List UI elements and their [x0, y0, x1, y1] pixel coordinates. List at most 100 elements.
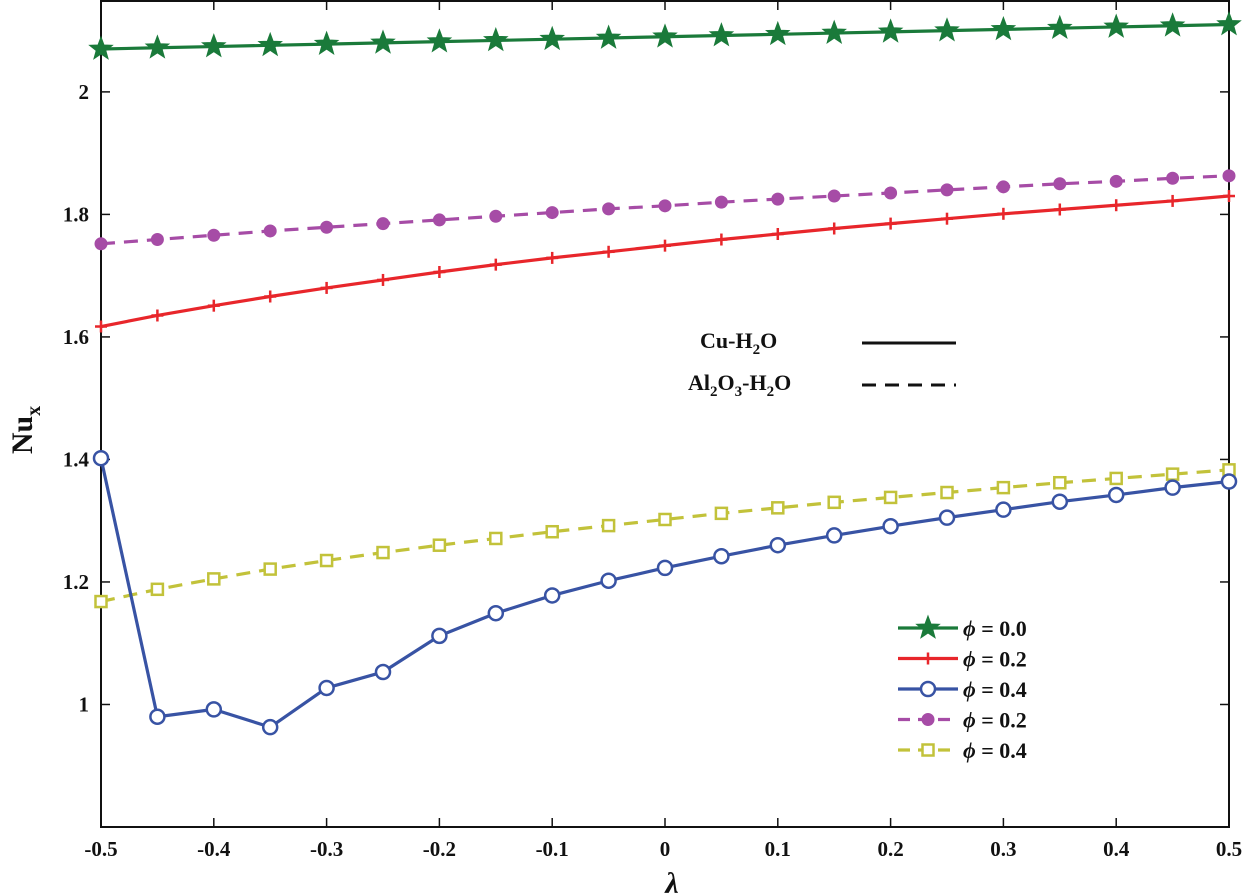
data-point — [1053, 177, 1067, 191]
y-axis-label: Nux — [6, 406, 45, 454]
data-point — [1159, 12, 1186, 37]
plot-border — [100, 0, 1230, 828]
data-point — [825, 527, 843, 544]
x-tick-label: -0.1 — [536, 837, 569, 861]
data-point — [201, 33, 227, 58]
legend-marker — [922, 652, 934, 665]
data-point — [489, 258, 502, 271]
data-point — [995, 501, 1012, 518]
data-point — [207, 299, 220, 312]
data-point — [600, 572, 617, 589]
data-point — [1216, 11, 1242, 36]
y-tick-label: 1.8 — [63, 202, 89, 226]
data-point — [1109, 471, 1123, 486]
data-point — [94, 594, 108, 609]
y-axis-label-sub: x — [23, 406, 45, 416]
data-point — [827, 495, 841, 510]
data-point — [487, 604, 505, 622]
data-point — [941, 212, 953, 225]
x-tick-label: 0.1 — [765, 837, 791, 861]
y-tick-label: 1.6 — [63, 325, 89, 349]
series-line — [100, 468, 1230, 604]
series-line — [100, 194, 1230, 329]
data-point — [934, 17, 960, 42]
y-axis: 1 1.2 1.4 1.6 1.8 2 — [63, 80, 1229, 716]
data-point — [1053, 203, 1066, 216]
data-point — [1110, 199, 1123, 212]
data-point — [996, 180, 1010, 194]
data-point — [318, 679, 335, 697]
x-tick-label: -0.2 — [423, 837, 456, 861]
data-point — [771, 501, 785, 515]
series-0 — [88, 11, 1242, 60]
data-point — [602, 202, 616, 216]
data-point — [543, 587, 561, 604]
data-point — [828, 222, 841, 235]
legend-label: ϕ = 0.2 — [963, 647, 1027, 672]
data-point — [884, 217, 897, 230]
x-tick-label: -0.3 — [310, 837, 343, 861]
style-legend-cu-label: Cu-H2O — [700, 328, 777, 358]
data-point — [483, 26, 509, 52]
y-tick-label: 1.4 — [63, 447, 90, 471]
data-point — [433, 265, 446, 278]
y-axis-label-main: Nu — [6, 416, 39, 454]
data-point — [545, 206, 559, 220]
data-point — [1047, 14, 1073, 40]
plot-frame — [100, 0, 1230, 828]
series-layer — [88, 11, 1242, 736]
data-point — [713, 547, 730, 565]
data-point — [545, 524, 559, 539]
data-point — [1053, 475, 1067, 490]
y-tick-label: 2 — [79, 80, 90, 104]
data-point — [938, 509, 956, 526]
x-tick-label: 0.4 — [1103, 837, 1130, 861]
data-point — [1109, 174, 1123, 188]
data-point — [708, 22, 735, 47]
x-tick-label: 0.3 — [990, 837, 1016, 861]
legend-marker — [919, 680, 937, 698]
data-point — [546, 251, 559, 264]
data-point — [374, 663, 392, 681]
data-point — [715, 233, 728, 246]
data-point — [990, 15, 1017, 41]
data-point — [827, 189, 841, 203]
fluid-style-legend: Cu-H2O Al2O3-H2O — [688, 328, 956, 400]
data-point — [432, 213, 446, 227]
data-point — [882, 517, 899, 535]
data-point — [1166, 194, 1179, 207]
data-point — [997, 207, 1010, 220]
data-point — [771, 228, 784, 241]
data-point — [151, 309, 164, 322]
data-point — [821, 19, 847, 44]
data-point — [263, 224, 277, 238]
data-point — [601, 518, 616, 533]
data-point — [658, 199, 672, 213]
data-point — [150, 582, 165, 597]
legend-label: ϕ = 0.4 — [963, 677, 1027, 702]
data-point — [1220, 473, 1238, 490]
data-point — [432, 538, 447, 552]
data-point — [88, 35, 114, 60]
series-4 — [94, 463, 1236, 609]
data-point — [144, 34, 171, 59]
data-point — [714, 195, 728, 209]
data-point — [996, 480, 1011, 495]
legend-label: ϕ = 0.2 — [963, 708, 1027, 733]
x-axis-label: λ — [663, 867, 678, 895]
y-tick-label: 1.2 — [63, 570, 89, 594]
data-point — [313, 30, 340, 55]
series-1 — [95, 190, 1235, 333]
data-point — [940, 183, 954, 197]
data-point — [1222, 169, 1236, 183]
data-point — [95, 320, 107, 333]
data-point — [1223, 190, 1235, 203]
data-point — [257, 31, 283, 57]
data-point — [207, 572, 221, 586]
data-point — [883, 490, 898, 505]
series-legend: ϕ = 0.0 ϕ = 0.2 ϕ = 0.4 ϕ = 0.2 ϕ = 0.4 — [898, 614, 1027, 763]
data-point — [150, 233, 164, 247]
data-point — [884, 186, 898, 200]
x-tick-label: -0.4 — [197, 837, 231, 861]
data-point — [1165, 467, 1180, 481]
